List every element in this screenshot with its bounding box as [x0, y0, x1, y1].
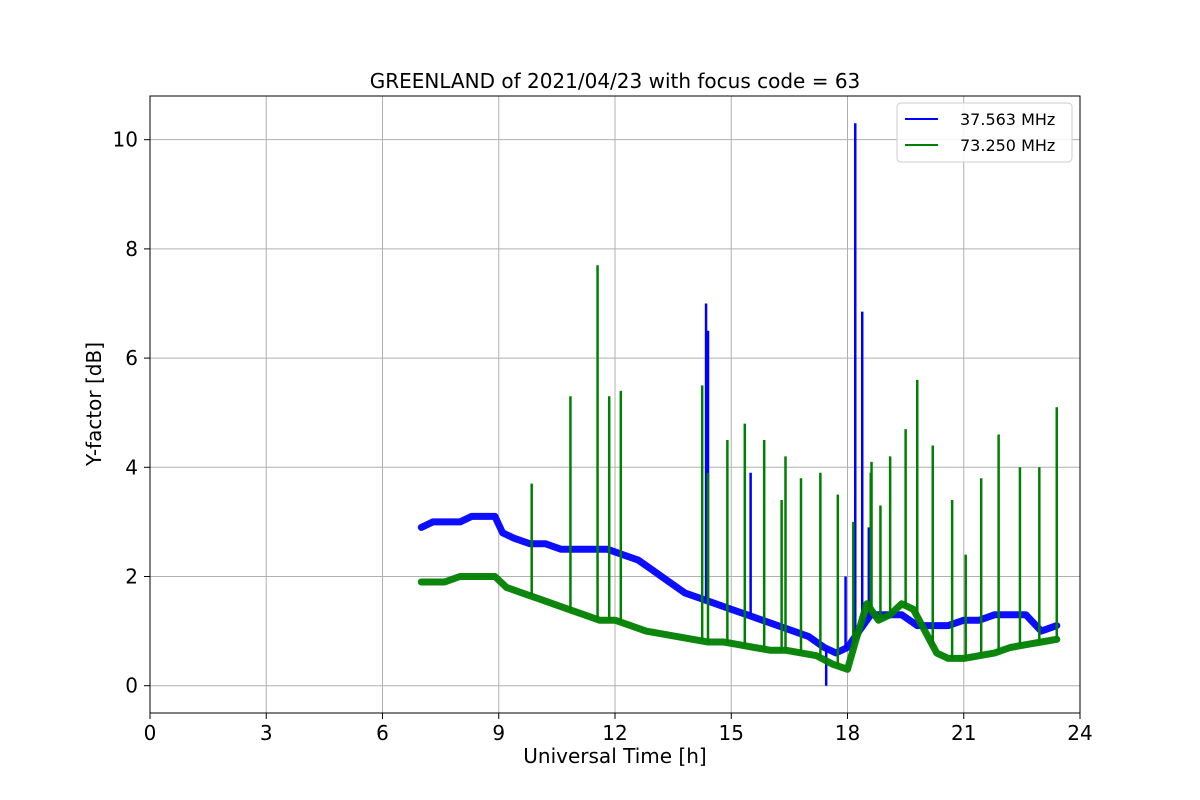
series-line-37563 [417, 512, 1061, 657]
legend-label-73250: 73.250 MHz [960, 136, 1055, 155]
y-tick-label: 0 [125, 674, 138, 698]
x-tick-label: 18 [835, 721, 860, 745]
grid-lines [149, 96, 1081, 713]
y-axis-label: Y-factor [dB] [82, 342, 106, 467]
legend-box [896, 102, 1073, 163]
x-axis-label: Universal Time [h] [523, 744, 706, 768]
y-tick-label: 4 [125, 455, 138, 479]
series-layer [417, 123, 1061, 686]
y-tick-label: 8 [125, 237, 138, 261]
chart-title: GREENLAND of 2021/04/23 with focus code … [370, 69, 861, 93]
y-tick-label: 6 [125, 346, 138, 370]
x-tick-label: 15 [719, 721, 744, 745]
x-tick-label: 9 [492, 721, 505, 745]
x-tick-label: 0 [144, 721, 157, 745]
series-73250 [417, 265, 1061, 673]
y-tick-label: 2 [125, 564, 138, 588]
legend-label-37563: 37.563 MHz [960, 110, 1055, 129]
x-tick-label: 12 [602, 721, 627, 745]
x-tick-label: 24 [1067, 721, 1092, 745]
x-tick-label: 6 [376, 721, 389, 745]
legend: 37.563 MHz 73.250 MHz [896, 102, 1073, 163]
series-line-73250 [417, 573, 1061, 673]
y-tick-label: 10 [113, 128, 138, 152]
x-tick-label: 3 [260, 721, 273, 745]
x-tick-label: 21 [951, 721, 976, 745]
